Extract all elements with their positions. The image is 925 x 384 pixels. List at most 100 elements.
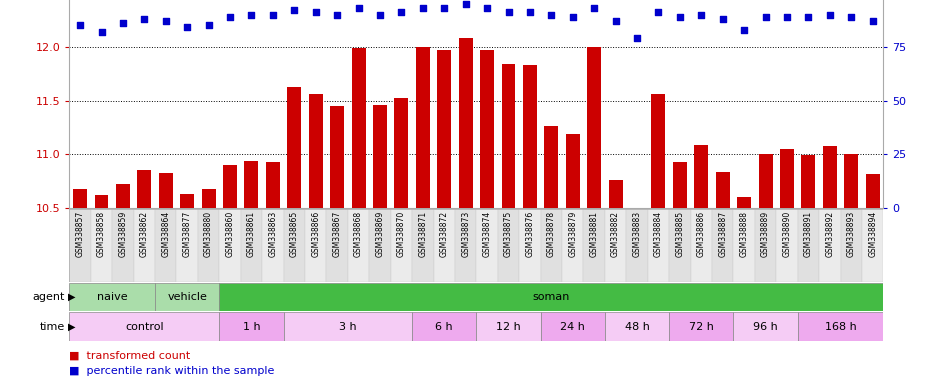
Bar	[540, 312, 605, 341]
Bar	[416, 47, 430, 208]
Point	[352, 5, 366, 11]
Bar	[780, 149, 794, 208]
Bar	[219, 209, 240, 282]
Bar	[265, 162, 280, 208]
Text: ▶: ▶	[68, 292, 76, 302]
Bar	[91, 209, 112, 282]
Text: GSM338877: GSM338877	[183, 211, 191, 257]
Bar	[219, 283, 883, 311]
Point	[480, 5, 495, 11]
Text: soman: soman	[533, 292, 570, 302]
Bar	[305, 209, 327, 282]
Point	[329, 12, 344, 18]
Bar	[455, 209, 476, 282]
Bar	[519, 209, 540, 282]
Bar	[327, 209, 348, 282]
Text: GSM338887: GSM338887	[718, 211, 727, 257]
Point	[137, 16, 152, 22]
Bar	[159, 173, 173, 208]
Text: GSM338891: GSM338891	[804, 211, 813, 257]
Bar	[648, 209, 669, 282]
Bar	[198, 209, 219, 282]
Text: GSM338866: GSM338866	[311, 211, 320, 257]
Text: GSM338861: GSM338861	[247, 211, 256, 257]
Point	[630, 35, 645, 41]
Bar	[240, 209, 262, 282]
Point	[565, 14, 580, 20]
Point	[844, 14, 858, 20]
Bar	[155, 283, 219, 311]
Text: GSM338889: GSM338889	[761, 211, 770, 257]
Bar	[476, 209, 498, 282]
Bar	[669, 312, 734, 341]
Bar	[202, 189, 216, 208]
Point	[287, 7, 302, 13]
Bar	[223, 165, 237, 208]
Bar	[180, 194, 194, 208]
Bar	[244, 161, 258, 208]
Bar	[69, 209, 91, 282]
Point	[736, 26, 751, 33]
Bar	[219, 312, 284, 341]
Point	[308, 9, 323, 15]
Point	[822, 12, 837, 18]
Bar	[734, 209, 755, 282]
Bar	[845, 154, 858, 208]
Point	[651, 9, 666, 15]
Bar	[626, 209, 647, 282]
Point	[116, 20, 130, 26]
Point	[694, 12, 709, 18]
Text: GSM338894: GSM338894	[869, 211, 877, 257]
Text: GSM338869: GSM338869	[376, 211, 385, 257]
Bar	[797, 209, 820, 282]
Bar	[330, 106, 344, 208]
Text: 3 h: 3 h	[339, 321, 357, 332]
Point	[672, 14, 687, 20]
Bar	[866, 174, 880, 208]
Bar	[540, 209, 562, 282]
Point	[223, 14, 238, 20]
Bar	[712, 209, 734, 282]
Bar	[369, 209, 390, 282]
Text: GSM338867: GSM338867	[333, 211, 341, 257]
Bar	[691, 209, 712, 282]
Bar	[116, 184, 130, 208]
Text: GSM338885: GSM338885	[675, 211, 684, 257]
Bar	[69, 283, 155, 311]
Point	[865, 18, 880, 24]
Point	[415, 5, 430, 11]
Bar	[459, 38, 473, 208]
Bar	[284, 312, 413, 341]
Text: 24 h: 24 h	[561, 321, 586, 332]
Text: GSM338878: GSM338878	[547, 211, 556, 257]
Text: GSM338883: GSM338883	[633, 211, 642, 257]
Bar	[566, 134, 580, 208]
Bar	[545, 126, 559, 208]
Text: GSM338859: GSM338859	[118, 211, 128, 257]
Bar	[801, 156, 815, 208]
Bar	[112, 209, 133, 282]
Point	[437, 5, 451, 11]
Text: GSM338884: GSM338884	[654, 211, 663, 257]
Point	[801, 14, 816, 20]
Point	[609, 18, 623, 24]
Bar	[133, 209, 155, 282]
Bar	[605, 312, 669, 341]
Bar	[523, 65, 536, 208]
Text: naive: naive	[97, 292, 128, 302]
Bar	[262, 209, 284, 282]
Point	[244, 12, 259, 18]
Bar	[476, 312, 540, 341]
Point	[202, 22, 216, 28]
Bar	[605, 209, 626, 282]
Point	[179, 25, 194, 31]
Text: vehicle: vehicle	[167, 292, 207, 302]
Text: GSM338875: GSM338875	[504, 211, 513, 257]
Bar	[177, 209, 198, 282]
Bar	[737, 197, 751, 208]
Text: GSM338892: GSM338892	[825, 211, 834, 257]
Text: GSM338876: GSM338876	[525, 211, 535, 257]
Bar	[480, 50, 494, 208]
Point	[523, 9, 537, 15]
Bar	[820, 209, 841, 282]
